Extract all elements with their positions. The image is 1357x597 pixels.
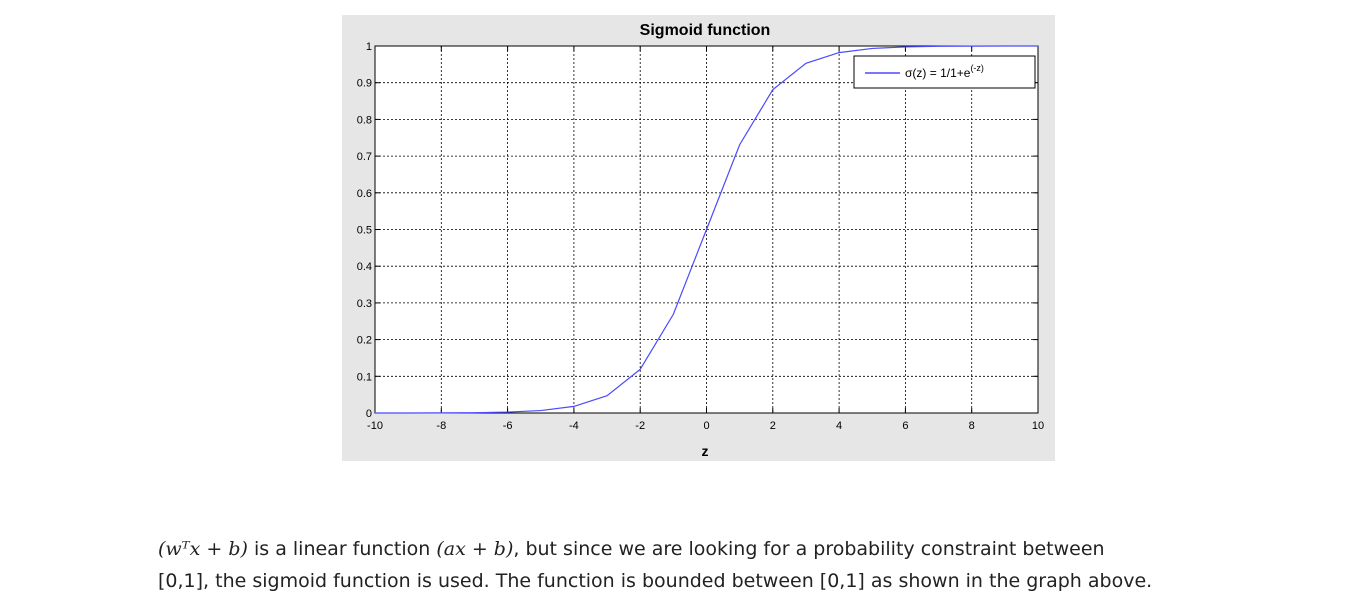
- legend-box: [853, 55, 1036, 89]
- y-tick-label: 0.2: [357, 335, 372, 347]
- x-axis-label: z: [702, 443, 709, 459]
- x-tick-label: 6: [902, 420, 908, 432]
- y-tick-label: 0.5: [357, 225, 372, 237]
- caption-text-a: is a linear function: [247, 538, 437, 560]
- x-tick-label: -8: [436, 420, 446, 432]
- y-tick-label: 0.6: [357, 188, 372, 200]
- x-tick-label: 0: [703, 420, 709, 432]
- caption-expression-ax-b: (ax + b): [436, 538, 514, 560]
- y-tick-label: 0.4: [357, 261, 372, 273]
- figure-panel: Sigmoid function -10 -8 -6 -4 -2 0 2 4 6 8 10 0 0.1…: [342, 15, 1055, 461]
- y-tick-label: 0.3: [357, 298, 372, 310]
- y-tick-label: 0.1: [357, 371, 372, 383]
- y-tick-label: 0.7: [357, 151, 372, 163]
- x-tick-label: -6: [503, 420, 513, 432]
- caption-line-1: (wᵀx + b) is a linear function (ax + b),…: [158, 533, 1338, 565]
- caption-text: (wᵀx + b) is a linear function (ax + b),…: [158, 533, 1338, 597]
- legend: σ(z) = 1/1+e(-z): [853, 55, 1036, 89]
- x-tick-label: -10: [367, 420, 383, 432]
- y-tick-labels: 0 0.1 0.2 0.3 0.4 0.5 0.6 0.7 0.8 0.9 1: [357, 41, 372, 420]
- chart-title: Sigmoid function: [640, 22, 771, 39]
- caption-text-b: , but since we are looking for a probabi…: [513, 538, 1105, 560]
- x-tick-label: 2: [770, 420, 776, 432]
- y-tick-label: 0: [366, 408, 372, 420]
- caption-expression-wtx-b: (wᵀx + b): [158, 538, 248, 560]
- sigmoid-curve: [374, 45, 1039, 414]
- y-tick-label: 0.9: [357, 78, 372, 90]
- y-tick-label: 1: [366, 41, 372, 53]
- x-tick-label: -4: [569, 420, 579, 432]
- x-tick-label: 8: [969, 420, 975, 432]
- legend-entry-label: σ(z) = 1/1+e: [905, 66, 971, 80]
- x-tick-label: 10: [1032, 420, 1044, 432]
- x-tick-labels: -10 -8 -6 -4 -2 0 2 4 6 8 10: [367, 420, 1044, 432]
- y-tick-label: 0.8: [357, 114, 372, 126]
- sigmoid-chart: Sigmoid function -10 -8 -6 -4 -2 0 2 4 6 8 10 0 0.1…: [357, 22, 1044, 459]
- tick-marks: [374, 45, 1039, 414]
- legend-entry: σ(z) = 1/1+e(-z): [905, 63, 984, 80]
- legend-entry-superscript: (-z): [970, 63, 984, 73]
- x-tick-label: 4: [836, 420, 842, 432]
- x-tick-label: -2: [635, 420, 645, 432]
- caption-line-2: [0,1], the sigmoid function is used. The…: [158, 570, 1153, 592]
